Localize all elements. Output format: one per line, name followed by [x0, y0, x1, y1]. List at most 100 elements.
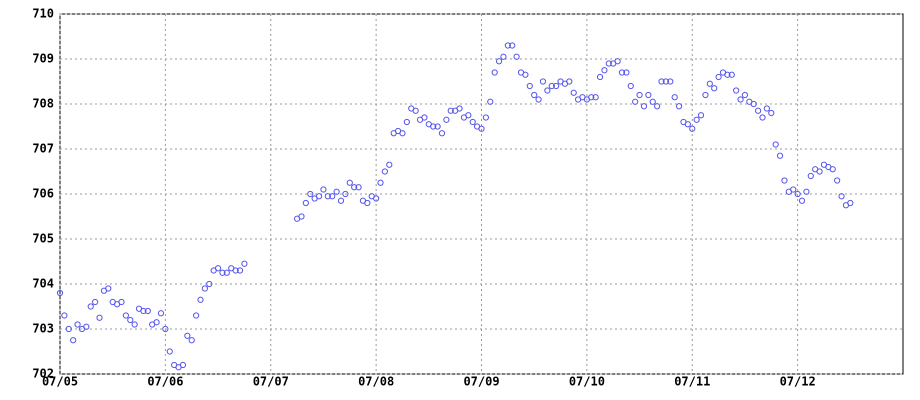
data-point [386, 161, 393, 168]
data-point [184, 332, 191, 339]
data-point [118, 298, 125, 306]
data-point [509, 42, 516, 49]
data-point [522, 71, 529, 78]
data-point [640, 103, 648, 110]
data-point [144, 307, 151, 315]
data-point [465, 112, 472, 119]
data-point [430, 123, 437, 130]
x-tick-label: 07/10 [569, 375, 605, 389]
y-tick-label: 708 [32, 97, 54, 111]
data-point [166, 348, 173, 355]
data-point [807, 172, 814, 180]
data-point [337, 197, 345, 204]
data-point [403, 118, 410, 126]
data-point [627, 82, 634, 90]
data-point [434, 123, 441, 130]
data-point [838, 193, 845, 200]
data-point [373, 195, 380, 202]
data-point [702, 91, 709, 99]
data-point [632, 98, 639, 105]
data-point [816, 168, 823, 175]
y-tick-label: 702 [32, 367, 54, 381]
data-point [772, 141, 779, 148]
data-point [83, 323, 90, 330]
data-point [302, 199, 309, 207]
data-point [588, 94, 595, 101]
data-point [763, 105, 770, 112]
data-point [636, 91, 643, 99]
data-point [355, 184, 362, 191]
data-point [438, 130, 446, 137]
x-tick-label: 07/09 [463, 375, 499, 389]
data-point [495, 58, 503, 65]
data-point [794, 190, 801, 198]
x-tick-label: 07/12 [780, 375, 816, 389]
data-point [140, 307, 147, 315]
data-point [122, 312, 129, 319]
data-point [381, 168, 389, 175]
data-point [223, 269, 230, 276]
data-point [649, 98, 656, 105]
data-point [596, 73, 604, 81]
y-tick-label: 706 [32, 187, 54, 201]
data-point [70, 337, 77, 344]
data-point [645, 91, 652, 99]
data-point [539, 78, 547, 85]
data-point [201, 285, 208, 292]
data-point [478, 125, 485, 132]
data-point [456, 105, 463, 112]
data-point [553, 82, 560, 90]
data-point [412, 107, 419, 114]
data-point [531, 91, 538, 99]
data-point [206, 280, 213, 288]
data-point [658, 78, 665, 85]
data-point [781, 177, 788, 184]
data-point [803, 188, 810, 195]
data-point [697, 112, 705, 119]
data-point [92, 298, 99, 306]
y-tick-label: 710 [32, 7, 54, 21]
data-point [315, 193, 323, 200]
data-point [329, 193, 336, 200]
data-point [755, 107, 762, 114]
data-point [570, 89, 577, 96]
data-point [768, 109, 775, 117]
data-point [162, 325, 169, 333]
data-point [693, 116, 700, 123]
data-point [87, 303, 94, 310]
data-point [513, 53, 520, 60]
data-point [131, 321, 138, 328]
data-point [333, 188, 340, 195]
data-point [741, 91, 749, 99]
data-point [601, 67, 608, 74]
data-point [399, 130, 406, 137]
data-point [298, 213, 305, 220]
data-point [614, 58, 621, 65]
data-point [662, 78, 670, 85]
y-tick-label: 709 [32, 52, 54, 66]
data-point [566, 78, 573, 85]
x-tick-label: 07/05 [42, 375, 78, 389]
data-point [197, 296, 204, 303]
data-point [737, 96, 744, 103]
data-point [188, 337, 195, 344]
data-point [105, 285, 112, 292]
data-point [447, 107, 454, 114]
data-point [605, 60, 612, 67]
x-tick-label: 07/06 [147, 375, 183, 389]
data-point [157, 310, 165, 317]
data-point [847, 199, 854, 207]
data-point [320, 186, 327, 193]
data-point [724, 71, 731, 78]
data-point [219, 269, 226, 276]
data-point [153, 319, 160, 326]
data-point [469, 118, 476, 126]
x-tick-label: 07/07 [253, 375, 289, 389]
data-point [548, 82, 555, 90]
data-point [56, 289, 64, 297]
data-point [544, 87, 551, 94]
data-point [671, 94, 678, 101]
data-point [535, 96, 542, 103]
data-point [421, 114, 428, 121]
